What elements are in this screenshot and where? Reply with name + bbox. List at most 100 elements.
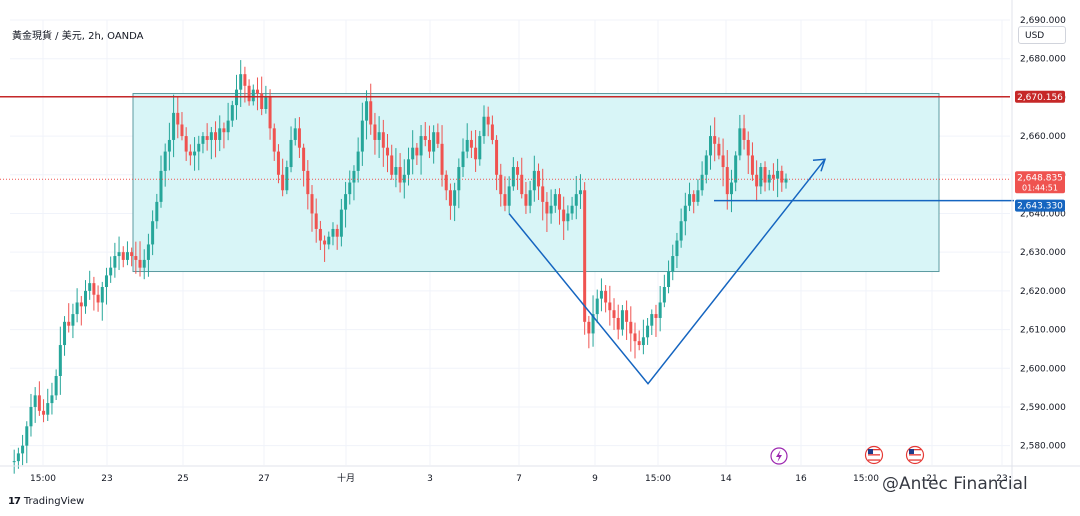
candle bbox=[729, 169, 733, 213]
candle bbox=[373, 112, 377, 155]
candle bbox=[608, 285, 612, 326]
candle bbox=[537, 163, 541, 200]
candle bbox=[239, 60, 243, 107]
candle bbox=[310, 185, 314, 232]
candle bbox=[344, 181, 348, 228]
candle bbox=[138, 241, 142, 277]
symbol-title: 黃金現貨 / 美元, 2h, OANDA bbox=[12, 31, 144, 42]
candle bbox=[339, 198, 343, 247]
arrowhead bbox=[812, 158, 827, 172]
candle bbox=[415, 143, 419, 166]
y-tick-label: 2,690.000 bbox=[1020, 16, 1066, 26]
candle bbox=[469, 130, 473, 159]
x-axis[interactable]: 15:00 23 25 27 十月 3 7 9 15:00 14 16 15:00 21 23 bbox=[0, 465, 1080, 484]
candle bbox=[306, 160, 310, 210]
candle bbox=[184, 127, 188, 161]
candle bbox=[784, 173, 788, 189]
candle bbox=[520, 157, 524, 199]
candle bbox=[549, 189, 553, 224]
x-tick-label: 3 bbox=[427, 474, 433, 484]
candle bbox=[21, 434, 25, 466]
candle bbox=[335, 224, 339, 250]
candle bbox=[436, 123, 440, 149]
event-markers[interactable] bbox=[770, 445, 925, 465]
candle bbox=[386, 133, 390, 173]
candle bbox=[545, 192, 549, 232]
candle bbox=[327, 231, 331, 250]
candle bbox=[247, 79, 251, 106]
candle bbox=[432, 125, 436, 164]
candle bbox=[742, 114, 746, 150]
x-tick-label: 15:00 bbox=[853, 474, 879, 484]
candle bbox=[591, 295, 595, 347]
x-tick-label: 7 bbox=[516, 474, 522, 484]
candle bbox=[478, 130, 482, 166]
candle bbox=[264, 85, 268, 114]
candle bbox=[25, 421, 29, 464]
candle bbox=[562, 196, 566, 241]
candle bbox=[276, 144, 280, 184]
candle bbox=[570, 196, 574, 220]
tradingview-brand[interactable]: 17 TradingView bbox=[8, 496, 84, 507]
candle bbox=[130, 247, 134, 267]
lightning-event-icon[interactable] bbox=[770, 447, 788, 465]
candle bbox=[96, 285, 100, 312]
x-tick-label: 9 bbox=[592, 474, 598, 484]
candle bbox=[440, 125, 444, 187]
candle bbox=[58, 326, 62, 395]
candle bbox=[713, 117, 717, 162]
candle bbox=[427, 125, 431, 159]
x-tick-label: 15:00 bbox=[645, 474, 671, 484]
candle bbox=[230, 100, 234, 127]
y-tick-label: 2,660.000 bbox=[1020, 132, 1066, 142]
candle bbox=[201, 132, 205, 154]
x-tick-label: 十月 bbox=[337, 472, 355, 484]
currency-selector[interactable]: USD bbox=[1018, 26, 1066, 44]
candle bbox=[113, 242, 117, 278]
candle bbox=[641, 319, 645, 355]
y-axis[interactable]: 2,580.000 2,590.000 2,600.000 2,610.000 2,62… bbox=[1011, 0, 1066, 490]
candle bbox=[461, 138, 465, 178]
candle bbox=[12, 449, 16, 474]
us-flag-event-icon[interactable] bbox=[905, 445, 925, 465]
candle bbox=[369, 83, 373, 135]
candle bbox=[595, 289, 599, 324]
candle bbox=[104, 267, 108, 305]
v-pattern-drawing[interactable] bbox=[508, 158, 826, 385]
candle bbox=[688, 182, 692, 212]
us-flag-event-icon[interactable] bbox=[864, 445, 884, 465]
y-tick-label: 2,610.000 bbox=[1020, 326, 1066, 336]
candle bbox=[721, 138, 725, 187]
candle bbox=[667, 260, 671, 294]
candle bbox=[297, 117, 301, 158]
candle bbox=[776, 158, 780, 198]
candle bbox=[281, 158, 285, 197]
candle bbox=[285, 160, 289, 195]
x-tick-label: 27 bbox=[258, 474, 269, 484]
candle bbox=[696, 179, 700, 206]
x-tick-label: 15:00 bbox=[30, 474, 56, 484]
y-tick-label: 2,620.000 bbox=[1020, 287, 1066, 297]
candle bbox=[218, 115, 222, 152]
candle bbox=[377, 116, 381, 158]
candle bbox=[92, 276, 96, 311]
y-tick-label: 2,590.000 bbox=[1020, 403, 1066, 413]
support-price-text: 2,643.330 bbox=[1017, 202, 1063, 212]
candle bbox=[381, 119, 385, 167]
candle bbox=[574, 176, 578, 220]
candle bbox=[616, 304, 620, 340]
candle bbox=[599, 278, 603, 312]
candle bbox=[411, 130, 415, 175]
candle bbox=[360, 102, 364, 166]
candle bbox=[100, 281, 104, 321]
range-box[interactable] bbox=[132, 93, 940, 273]
candle bbox=[700, 161, 704, 196]
candle bbox=[448, 183, 452, 220]
candle bbox=[625, 300, 629, 340]
candle bbox=[524, 181, 528, 214]
candle bbox=[352, 165, 356, 201]
candle bbox=[155, 193, 159, 229]
